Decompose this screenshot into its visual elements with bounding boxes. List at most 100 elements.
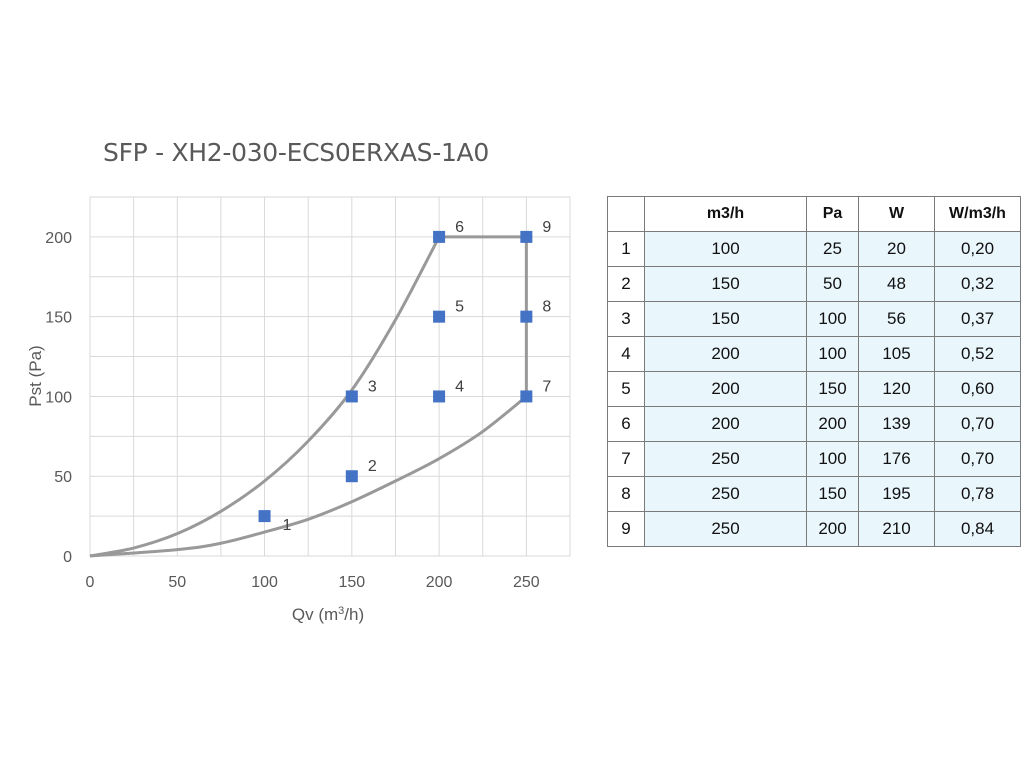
table-cell: 0,78	[934, 476, 1021, 512]
data-point-label: 8	[542, 299, 551, 316]
data-point-label: 7	[542, 378, 551, 395]
table-row: 9 250 200 210 0,84	[607, 511, 1021, 547]
table-row-index: 2	[607, 266, 645, 302]
table-row-index: 6	[607, 406, 645, 442]
table-cell: 100	[806, 336, 859, 372]
chart-grid	[89, 196, 571, 557]
table-cell: 210	[858, 511, 935, 547]
table-row-index: 5	[607, 371, 645, 407]
table-cell: 200	[806, 511, 859, 547]
table-cell: 100	[644, 231, 807, 267]
table-cell: 0,37	[934, 301, 1021, 337]
data-point-label: 9	[542, 219, 551, 236]
table-cell: 0,52	[934, 336, 1021, 372]
x-axis-label: Qv (m3/h)	[292, 605, 364, 624]
x-tick-label: 0	[86, 574, 95, 591]
chart-title: SFP - XH2-030-ECS0ERXAS-1A0	[103, 138, 489, 167]
data-point-marker	[258, 510, 271, 523]
table-row: 1 100 25 20 0,20	[607, 231, 1021, 267]
table-header-row: m3/h Pa W W/m3/h	[607, 196, 1021, 232]
data-point-marker	[345, 470, 358, 483]
y-tick-label: 100	[45, 389, 72, 406]
table-cell: 100	[806, 441, 859, 477]
data-point-label: 4	[455, 378, 464, 395]
table-cell: 250	[644, 441, 807, 477]
data-point-label: 6	[455, 219, 464, 236]
table-cell: 100	[806, 301, 859, 337]
sfp-chart: 1 2 3 4 5 6 7 8 9 0 50 100 150 200 250 0 50 100 150 200 Qv…	[26, 196, 571, 624]
table-row: 8 250 150 195 0,78	[607, 476, 1021, 512]
table-cell: 200	[644, 406, 807, 442]
table-cell: 0,84	[934, 511, 1021, 547]
table-row: 2 150 50 48 0,32	[607, 266, 1021, 302]
data-point-marker	[520, 230, 533, 243]
x-tick-label: 150	[338, 574, 365, 591]
data-point-label: 1	[283, 517, 292, 534]
table-cell: 50	[806, 266, 859, 302]
table-row-index: 7	[607, 441, 645, 477]
sfp-table: m3/h Pa W W/m3/h 1 100 25 20 0,20 2 150 50 48 0,32 3 1…	[607, 196, 1021, 547]
table-cell: 0,70	[934, 406, 1021, 442]
y-tick-label: 50	[54, 469, 72, 486]
table-cell: 200	[806, 406, 859, 442]
table-cell: 48	[858, 266, 935, 302]
table-cell: 0,32	[934, 266, 1021, 302]
table-cell: 150	[806, 371, 859, 407]
table-cell: 120	[858, 371, 935, 407]
table-cell: 0,70	[934, 441, 1021, 477]
table-row-index: 9	[607, 511, 645, 547]
table-cell: 200	[644, 371, 807, 407]
table-cell: 56	[858, 301, 935, 337]
table-header-cell	[607, 196, 645, 232]
table-header-cell: W	[858, 196, 935, 232]
y-tick-label: 200	[45, 230, 72, 247]
data-point-marker	[433, 310, 446, 323]
table-row-index: 3	[607, 301, 645, 337]
y-axis-label: Pst (Pa)	[26, 345, 45, 406]
table-cell: 0,20	[934, 231, 1021, 267]
table-cell: 150	[644, 266, 807, 302]
upper-curve	[89, 236, 441, 558]
data-point-marker	[520, 310, 533, 323]
chart-ticks: 0 50 100 150 200 250 0 50 100 150 200	[45, 230, 540, 591]
chart-points: 1 2 3 4 5 6 7 8 9	[258, 219, 551, 534]
x-axis-label-suffix: /h)	[344, 605, 364, 624]
x-tick-label: 200	[426, 574, 453, 591]
x-tick-label: 50	[168, 574, 186, 591]
table-header-cell: Pa	[806, 196, 859, 232]
table-row: 6 200 200 139 0,70	[607, 406, 1021, 442]
table-cell: 250	[644, 511, 807, 547]
table-row-index: 4	[607, 336, 645, 372]
table-cell: 250	[644, 476, 807, 512]
x-axis-label-sup: 3	[338, 605, 344, 617]
table-row: 4 200 100 105 0,52	[607, 336, 1021, 372]
table-header-cell: m3/h	[644, 196, 807, 232]
table-cell: 150	[644, 301, 807, 337]
x-tick-label: 250	[513, 574, 540, 591]
data-point-label: 3	[368, 378, 377, 395]
lower-curve	[89, 395, 528, 558]
table-cell: 150	[806, 476, 859, 512]
table-row: 5 200 150 120 0,60	[607, 371, 1021, 407]
data-point-marker	[433, 390, 446, 403]
table-row: 3 150 100 56 0,37	[607, 301, 1021, 337]
table-cell: 20	[858, 231, 935, 267]
table-cell: 176	[858, 441, 935, 477]
table-row-index: 1	[607, 231, 645, 267]
data-point-marker	[520, 390, 533, 403]
plot-frame	[89, 196, 571, 557]
table-cell: 25	[806, 231, 859, 267]
data-point-label: 2	[368, 458, 377, 475]
data-point-marker	[345, 390, 358, 403]
table-cell: 200	[644, 336, 807, 372]
table-cell: 195	[858, 476, 935, 512]
y-tick-label: 0	[63, 549, 72, 566]
data-point-marker	[433, 230, 446, 243]
x-axis-label-main: Qv (m	[292, 605, 338, 624]
table-header-cell: W/m3/h	[934, 196, 1021, 232]
data-point-label: 5	[455, 299, 464, 316]
table-cell: 139	[858, 406, 935, 442]
y-tick-label: 150	[45, 310, 72, 327]
table-row-index: 8	[607, 476, 645, 512]
table-cell: 0,60	[934, 371, 1021, 407]
